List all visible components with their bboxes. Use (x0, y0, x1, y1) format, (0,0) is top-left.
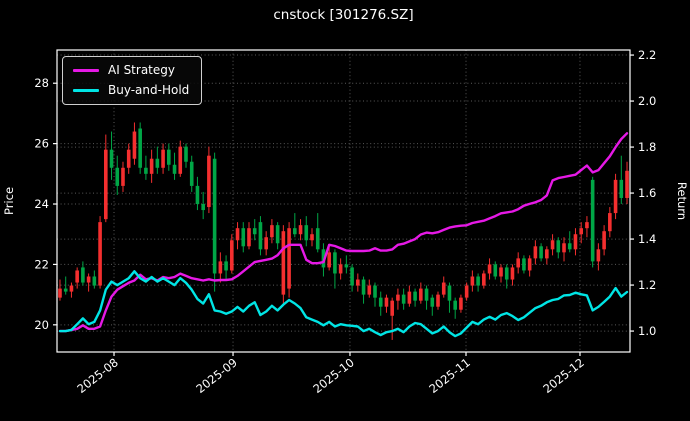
legend: AI Strategy Buy-and-Hold (62, 56, 203, 105)
svg-text:1.2: 1.2 (638, 278, 656, 292)
svg-text:1.8: 1.8 (638, 140, 656, 154)
svg-text:1.6: 1.6 (638, 186, 656, 200)
svg-text:22: 22 (34, 257, 49, 271)
svg-text:1.4: 1.4 (638, 232, 656, 246)
y-axis-label-price: Price (2, 186, 16, 216)
buy-and-hold-line-swatch (73, 88, 99, 92)
svg-text:2.0: 2.0 (638, 94, 656, 108)
svg-text:1.0: 1.0 (638, 324, 656, 338)
svg-text:2025-08: 2025-08 (74, 355, 120, 396)
svg-text:26: 26 (34, 137, 49, 151)
legend-label-buy-and-hold: Buy-and-Hold (108, 83, 190, 97)
y-axis-label-return: Return (675, 181, 689, 221)
svg-text:2.2: 2.2 (638, 48, 656, 62)
svg-text:2025-11: 2025-11 (426, 355, 472, 396)
svg-text:2025-09: 2025-09 (193, 355, 239, 396)
chart-title: cnstock [301276.SZ] (273, 7, 414, 23)
legend-item-buy-and-hold: Buy-and-Hold (73, 83, 189, 97)
svg-text:28: 28 (34, 76, 49, 90)
svg-text:2025-12: 2025-12 (540, 355, 586, 396)
svg-text:20: 20 (34, 318, 49, 332)
ai-strategy-line-swatch (73, 68, 99, 72)
svg-text:2025-10: 2025-10 (310, 355, 356, 396)
svg-text:24: 24 (34, 197, 49, 211)
legend-label-ai-strategy: AI Strategy (108, 63, 175, 77)
legend-item-ai-strategy: AI Strategy (73, 63, 189, 77)
